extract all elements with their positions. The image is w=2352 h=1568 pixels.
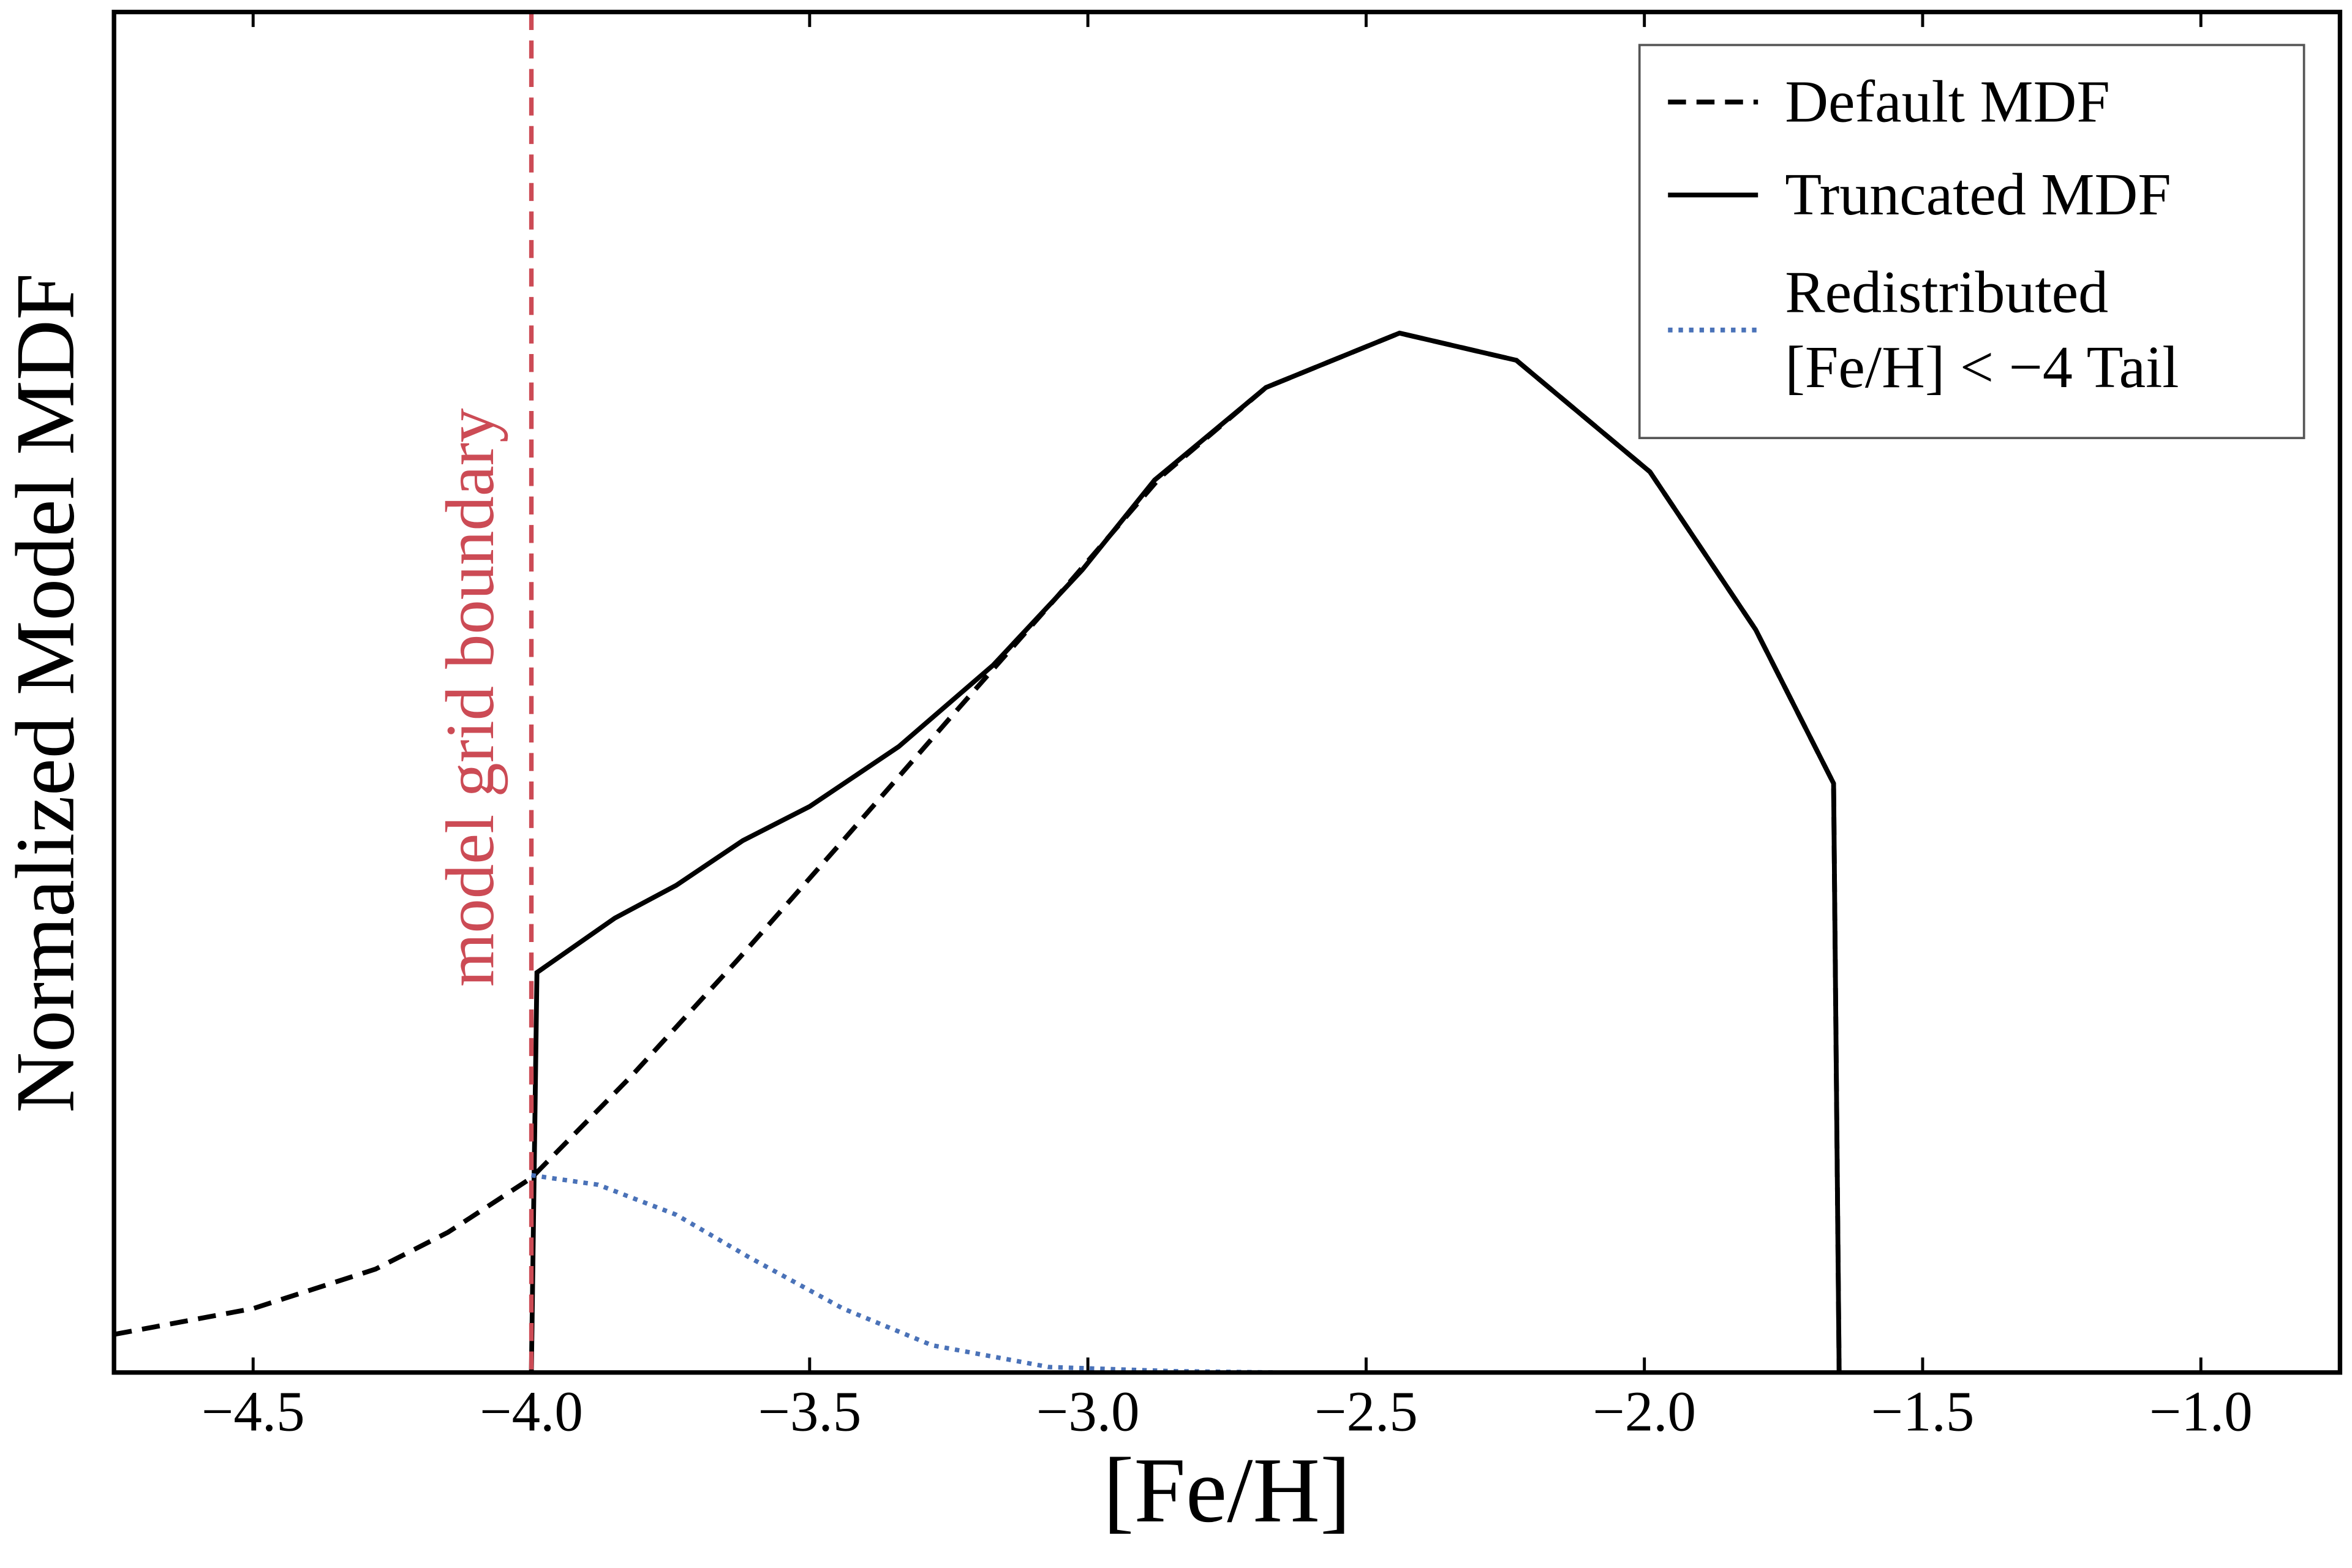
x-tick-label: −4.5 bbox=[202, 1381, 305, 1444]
x-axis-label: [Fe/H] bbox=[1103, 1439, 1351, 1542]
boundary-annotation: model grid boundary bbox=[432, 408, 508, 987]
x-tick-label: −1.5 bbox=[1871, 1381, 1975, 1444]
legend-label: Truncated MDF bbox=[1785, 160, 2171, 228]
legend: Default MDF Truncated MDF Redistributed [F… bbox=[1638, 43, 2305, 439]
legend-entry: Truncated MDF bbox=[1785, 160, 2171, 228]
x-tick-label: −4.0 bbox=[480, 1381, 583, 1444]
x-tick-label: −1.0 bbox=[2149, 1381, 2253, 1444]
series-line bbox=[531, 1173, 1278, 1375]
series-line bbox=[529, 330, 1842, 1373]
legend-label: Redistributed [Fe/H] < −4 Tail bbox=[1785, 258, 2179, 401]
x-tick-label: −2.0 bbox=[1593, 1381, 1696, 1444]
legend-entry: Redistributed [Fe/H] < −4 Tail bbox=[1785, 258, 2179, 401]
legend-label: Default MDF bbox=[1785, 67, 2110, 135]
x-tick-label: −3.0 bbox=[1036, 1381, 1140, 1444]
x-tick-label: −2.5 bbox=[1314, 1381, 1418, 1444]
legend-box bbox=[1638, 43, 2305, 439]
plot-frame bbox=[111, 9, 2343, 1375]
y-axis-label: Normalized Model MDF bbox=[0, 273, 92, 1113]
legend-entry: Default MDF bbox=[1785, 67, 2110, 135]
x-tick-label: −3.5 bbox=[758, 1381, 861, 1444]
